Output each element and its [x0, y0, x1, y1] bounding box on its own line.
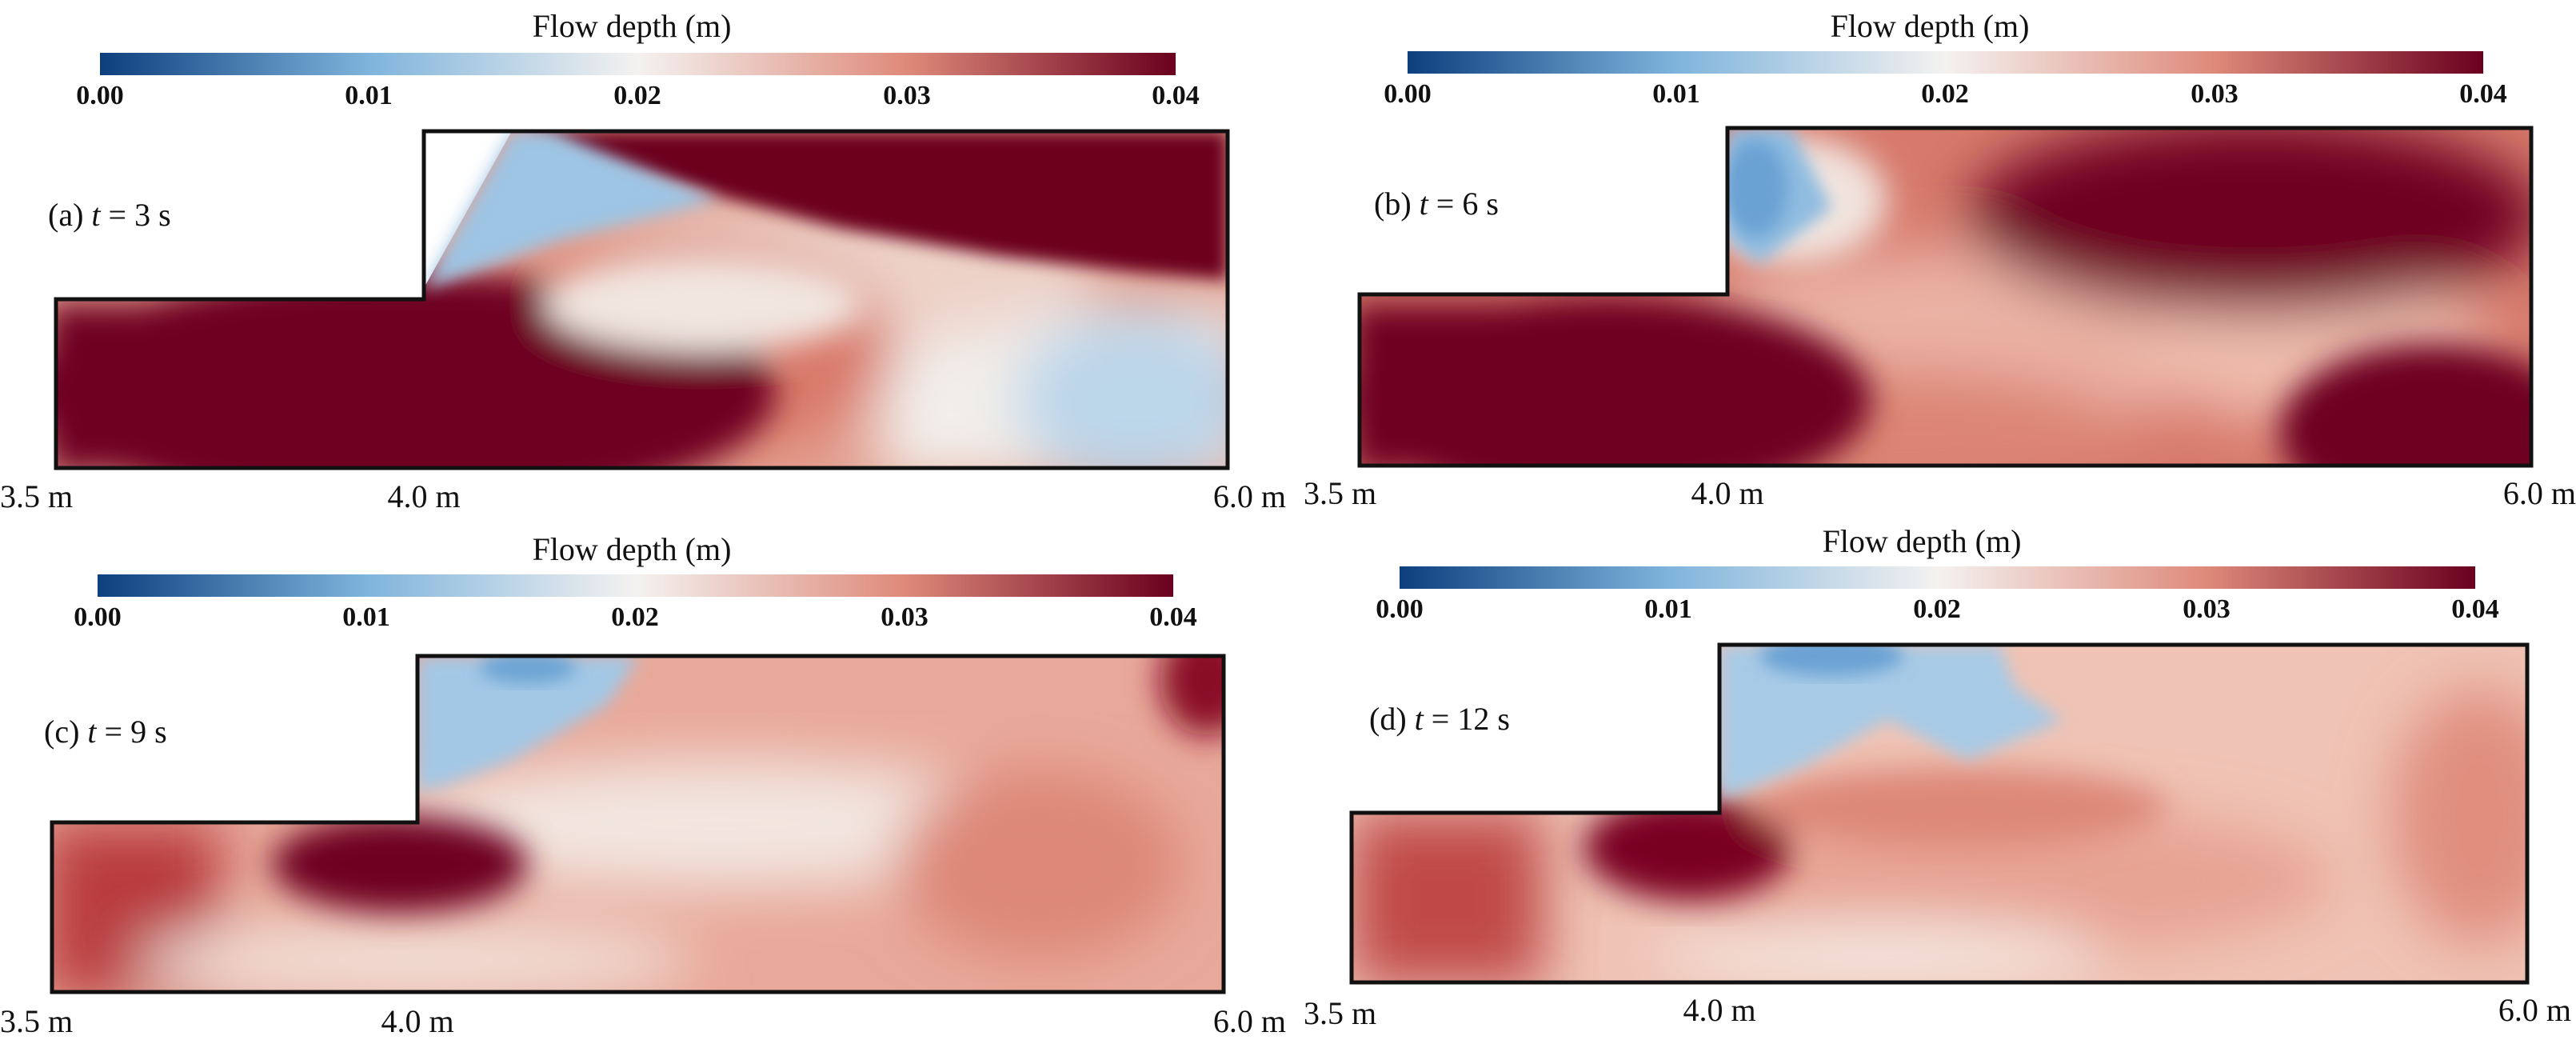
- flow-field-d: [1352, 645, 2527, 982]
- panel-c: Flow depth (m) 0.00 0.01 0.02 0.03 0.04: [0, 531, 1286, 1039]
- x-label-end: 6.0 m: [2498, 992, 2571, 1028]
- channel-outline-a: [54, 129, 1230, 470]
- colorbar-tick: 0.01: [342, 602, 390, 632]
- colorbar-title: Flow depth (m): [533, 8, 732, 44]
- x-label-end: 6.0 m: [2503, 475, 2576, 511]
- x-label-step: 4.0 m: [381, 1003, 453, 1039]
- colorbar-tick: 0.01: [1652, 79, 1700, 109]
- colorbar-tick: 0.04: [2451, 594, 2499, 624]
- panel-label-d: (d) t = 12 s: [1369, 701, 1510, 737]
- colorbar-tick: 0.03: [881, 602, 929, 632]
- colorbar-tick: 0.04: [1152, 81, 1200, 110]
- flow-field-c: [52, 656, 1224, 992]
- colorbar-tick: 0.02: [1913, 594, 1961, 624]
- colorbar-tick: 0.00: [74, 602, 122, 632]
- colorbar-tick: 0.00: [1384, 79, 1432, 109]
- colorbar-tick: 0.01: [345, 81, 393, 110]
- x-label-start: 3.5 m: [1304, 995, 1376, 1031]
- colorbar-tick: 0.02: [611, 602, 659, 632]
- x-label-start: 3.5 m: [0, 1003, 73, 1039]
- colorbar-tick: 0.04: [1149, 602, 1197, 632]
- channel-outline-b: [1357, 126, 2534, 468]
- x-label-step: 4.0 m: [1683, 992, 1755, 1028]
- flow-field-a: [56, 131, 1228, 468]
- colorbar-tick: 0.02: [613, 81, 661, 110]
- colorbar-tick: 0.01: [1644, 594, 1692, 624]
- colorbar-title: Flow depth (m): [533, 531, 732, 567]
- colorbar-gradient: [100, 53, 1176, 75]
- x-label-end: 6.0 m: [1213, 1003, 1286, 1039]
- channel-outline-c: [50, 654, 1226, 994]
- panel-a: Flow depth (m) 0.00 0.01 0.02 0.03 0.04: [0, 8, 1286, 514]
- colorbar-tick: 0.04: [2459, 79, 2507, 109]
- panel-d: Flow depth (m) 0.00 0.01 0.02 0.03 0.04: [1304, 523, 2571, 1031]
- channel-outline-d: [1349, 642, 2530, 985]
- x-label-start: 3.5 m: [1304, 475, 1376, 511]
- colorbar-gradient: [1408, 51, 2483, 74]
- colorbar-tick: 0.00: [76, 81, 124, 110]
- panel-label-b: (b) t = 6 s: [1374, 186, 1499, 222]
- x-label-step: 4.0 m: [387, 478, 460, 514]
- colorbar-b: Flow depth (m) 0.00 0.01 0.02 0.03 0.04: [1384, 8, 2507, 109]
- colorbar-tick: 0.00: [1376, 594, 1424, 624]
- x-label-step: 4.0 m: [1691, 475, 1763, 511]
- x-label-end: 6.0 m: [1213, 478, 1286, 514]
- x-label-start: 3.5 m: [0, 478, 73, 514]
- colorbar-tick: 0.02: [1921, 79, 1969, 109]
- colorbar-tick: 0.03: [883, 81, 931, 110]
- colorbar-tick: 0.03: [2191, 79, 2239, 109]
- colorbar-title: Flow depth (m): [1823, 523, 2022, 559]
- flow-field-b: [1360, 128, 2531, 466]
- panel-label-a: (a) t = 3 s: [48, 197, 171, 233]
- colorbar-tick: 0.03: [2183, 594, 2231, 624]
- colorbar-a: Flow depth (m) 0.00 0.01 0.02 0.03 0.04: [76, 8, 1200, 110]
- colorbar-d: Flow depth (m) 0.00 0.01 0.02 0.03 0.04: [1376, 523, 2499, 624]
- panel-b: Flow depth (m) 0.00 0.01 0.02 0.03 0.04: [1304, 8, 2576, 511]
- colorbar-c: Flow depth (m) 0.00 0.01 0.02 0.03 0.04: [74, 531, 1197, 632]
- colorbar-gradient: [1400, 566, 2475, 589]
- panel-label-c: (c) t = 9 s: [44, 714, 167, 750]
- colorbar-gradient: [98, 574, 1173, 597]
- colorbar-title: Flow depth (m): [1831, 8, 2030, 44]
